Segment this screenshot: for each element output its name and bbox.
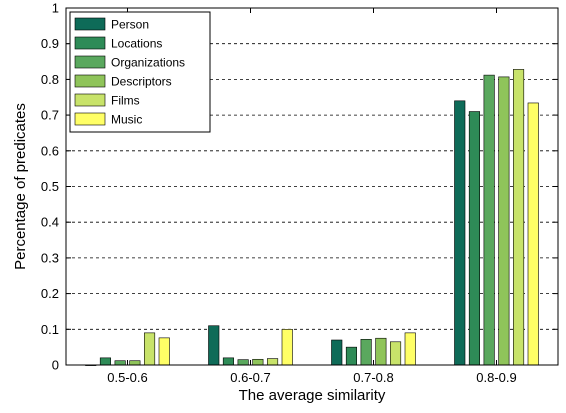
bar — [222, 357, 234, 366]
bar — [281, 328, 293, 366]
y-tick-label: 0.1 — [41, 322, 59, 337]
bar — [483, 74, 495, 366]
x-tick-label: 0.8-0.9 — [476, 370, 516, 385]
bar — [468, 111, 481, 366]
bar — [237, 359, 249, 366]
legend-label: Music — [111, 113, 142, 127]
bar — [454, 100, 466, 366]
bars — [85, 69, 539, 366]
legend-swatch — [74, 74, 106, 88]
legend-swatch — [74, 17, 106, 31]
legend-label: Organizations — [111, 56, 185, 70]
x-tick-label: 0.7-0.8 — [353, 370, 393, 385]
bar — [389, 341, 402, 366]
bar — [375, 337, 387, 366]
bar — [266, 358, 279, 366]
x-tick-label: 0.6-0.7 — [230, 370, 270, 385]
bar — [99, 357, 111, 366]
bar — [129, 360, 141, 366]
legend-box — [69, 11, 211, 133]
legend-label: Locations — [111, 37, 162, 51]
bar — [512, 69, 525, 366]
y-tick-label: 0 — [52, 358, 59, 373]
y-axis-label: Percentage of predicates — [12, 103, 29, 270]
bar — [158, 337, 170, 366]
y-tick-label: 0.2 — [41, 286, 59, 301]
x-axis-label: The average similarity — [239, 387, 386, 404]
bar — [208, 325, 220, 366]
legend-swatch — [74, 36, 106, 50]
y-tick-label: 1 — [52, 1, 59, 16]
legend-swatch — [74, 55, 106, 69]
x-tick-label: 0.5-0.6 — [107, 370, 147, 385]
bar — [498, 76, 510, 366]
bar — [252, 358, 264, 366]
y-tick-label: 0.6 — [41, 143, 59, 158]
legend-label: Films — [111, 94, 140, 108]
legend: Person Locations Organizations Descriptors F… — [69, 11, 211, 133]
y-tick-label: 0.7 — [41, 108, 59, 123]
bar — [404, 332, 416, 366]
y-tick-label: 0.3 — [41, 250, 59, 265]
bar — [360, 338, 372, 366]
legend-label: Person — [111, 18, 149, 32]
bar — [527, 102, 539, 366]
y-axis: 0 0.1 0.2 0.3 0.4 0.5 0.6 0.7 0.8 0.9 1 — [41, 1, 558, 373]
bar — [144, 332, 156, 366]
legend-swatch — [74, 93, 106, 107]
y-tick-label: 0.8 — [41, 72, 59, 87]
y-tick-label: 0.5 — [41, 179, 59, 194]
y-tick-label: 0.9 — [41, 36, 59, 51]
legend-label: Descriptors — [111, 75, 172, 89]
x-axis: 0.5-0.6 0.6-0.7 0.7-0.8 0.8-0.9 — [107, 8, 517, 385]
bar — [345, 346, 358, 366]
bar — [331, 339, 343, 366]
y-tick-label: 0.4 — [41, 215, 59, 230]
bar — [114, 360, 126, 366]
legend-swatch — [74, 112, 106, 126]
